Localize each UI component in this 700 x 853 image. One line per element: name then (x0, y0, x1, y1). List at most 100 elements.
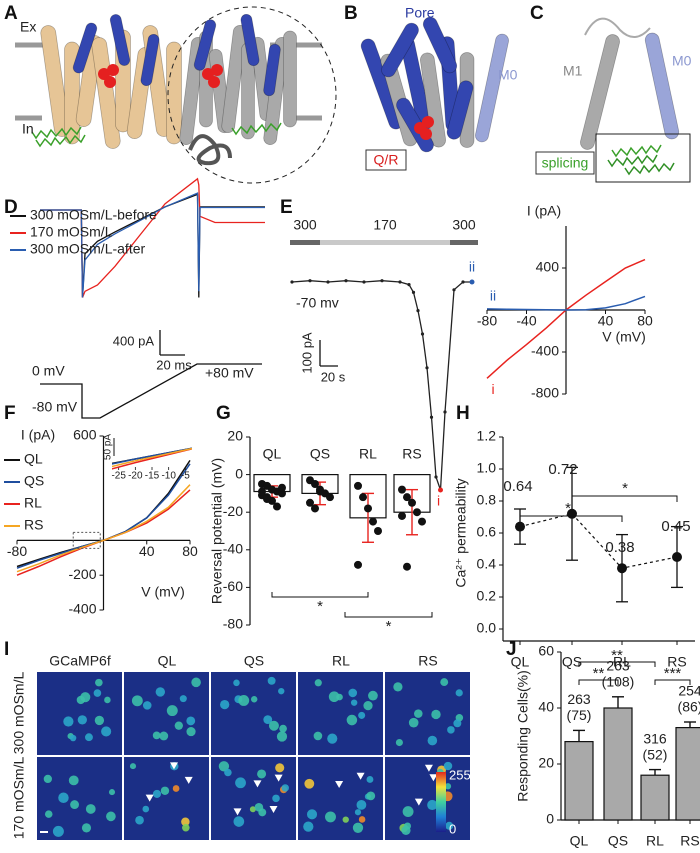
value-label: 0.38 (605, 539, 634, 556)
epoch-label: 300 (452, 217, 476, 233)
splicing-label: splicing (542, 155, 589, 171)
x-axis-title: V (mV) (141, 584, 185, 600)
arrowhead (274, 774, 283, 782)
helix (420, 52, 446, 148)
y-axis-title: Reversal potential (mV) (209, 458, 225, 604)
panel-label: A (4, 3, 18, 24)
image-tile (298, 672, 383, 755)
cell (346, 714, 358, 726)
cell (152, 789, 162, 798)
panel-label: F (4, 403, 16, 424)
helix (221, 25, 247, 133)
cell (95, 678, 103, 687)
category-label: QS (310, 446, 330, 462)
data-point (374, 527, 382, 535)
epoch-label: 170 (373, 217, 397, 233)
sig-label: * (565, 500, 571, 517)
mean-point (617, 563, 627, 574)
panel-label: B (344, 3, 358, 24)
cell (342, 816, 349, 823)
category-label: RL (359, 446, 377, 462)
column-label: GCaMP6f (49, 653, 111, 669)
data-point (359, 493, 367, 502)
arrowhead (356, 772, 365, 780)
legend-label: 300 mOSm/L-before (30, 207, 157, 223)
iv-curve (16, 484, 191, 573)
sig-bracket (519, 515, 623, 522)
y-tick-label: 600 (73, 427, 97, 443)
data-point (403, 562, 411, 571)
y-tick-label: 400 (536, 259, 560, 275)
sig-label: * (386, 618, 392, 635)
sample-point (380, 279, 384, 283)
cell (220, 699, 230, 710)
cell (166, 705, 178, 717)
image-tile (37, 672, 122, 755)
domain-label: Pore (405, 5, 435, 21)
cell (325, 811, 336, 823)
bar (675, 726, 700, 821)
y-tick-label: -40 (223, 541, 243, 557)
sample-point (290, 280, 294, 284)
y-tick-label: -400 (531, 343, 559, 359)
data-point (326, 493, 334, 502)
scale-label: 20 s (321, 369, 346, 384)
cell (152, 731, 161, 740)
helix (263, 43, 281, 97)
panel-label: I (4, 639, 9, 660)
cell (94, 715, 105, 726)
legend-label: QL (24, 451, 43, 467)
value-label: 0.45 (661, 518, 690, 535)
cell (43, 774, 52, 784)
colorbar (436, 772, 446, 832)
cell (142, 701, 152, 710)
y-tick-label: 0.0 (477, 620, 497, 636)
y-tick-label: 0.4 (477, 556, 497, 572)
panel-label: G (216, 403, 231, 424)
protocol-label: -80 mV (32, 399, 78, 415)
cell (313, 731, 323, 741)
data-point (408, 498, 416, 507)
helix (240, 13, 260, 67)
count-label: (86) (678, 699, 700, 715)
arrowhead (233, 808, 242, 816)
cell (272, 794, 280, 803)
y-axis-title: Responding Cells(%) (515, 670, 531, 802)
cell (233, 679, 240, 687)
ion-site (420, 128, 432, 140)
cell (85, 804, 96, 814)
epoch-bar (290, 240, 320, 245)
sample-point (452, 288, 456, 292)
row-label: 300 mOSm/L (11, 672, 27, 755)
cell (186, 727, 196, 737)
zoom-region (72, 531, 101, 549)
helix (283, 30, 297, 128)
marker-point (469, 279, 475, 285)
domain-label: M0 (498, 67, 518, 83)
epoch-bar (320, 240, 450, 245)
cell (249, 806, 256, 813)
protocol-label: 0 mV (32, 363, 65, 379)
cell (281, 784, 289, 792)
x-tick-label: -40 (516, 313, 536, 329)
sample-point (416, 309, 420, 313)
x-tick-label: RL (646, 833, 664, 849)
panel-label: J (506, 639, 517, 660)
cell (224, 768, 232, 777)
iv-curve (486, 295, 646, 311)
cell (182, 823, 190, 832)
scale-label: 400 pA (113, 333, 155, 348)
bar (640, 774, 670, 821)
image-tile (211, 672, 296, 755)
x-tick-label: 80 (637, 313, 653, 329)
y-tick-label: -400 (68, 601, 96, 617)
y-tick-label: 0.2 (477, 588, 497, 604)
column-label: QL (158, 653, 177, 669)
sample-point (425, 366, 429, 370)
cell (453, 719, 462, 728)
mean-point (672, 552, 682, 562)
value-label: 0.72 (548, 461, 577, 478)
ion-site (107, 64, 119, 76)
cell (191, 677, 201, 688)
